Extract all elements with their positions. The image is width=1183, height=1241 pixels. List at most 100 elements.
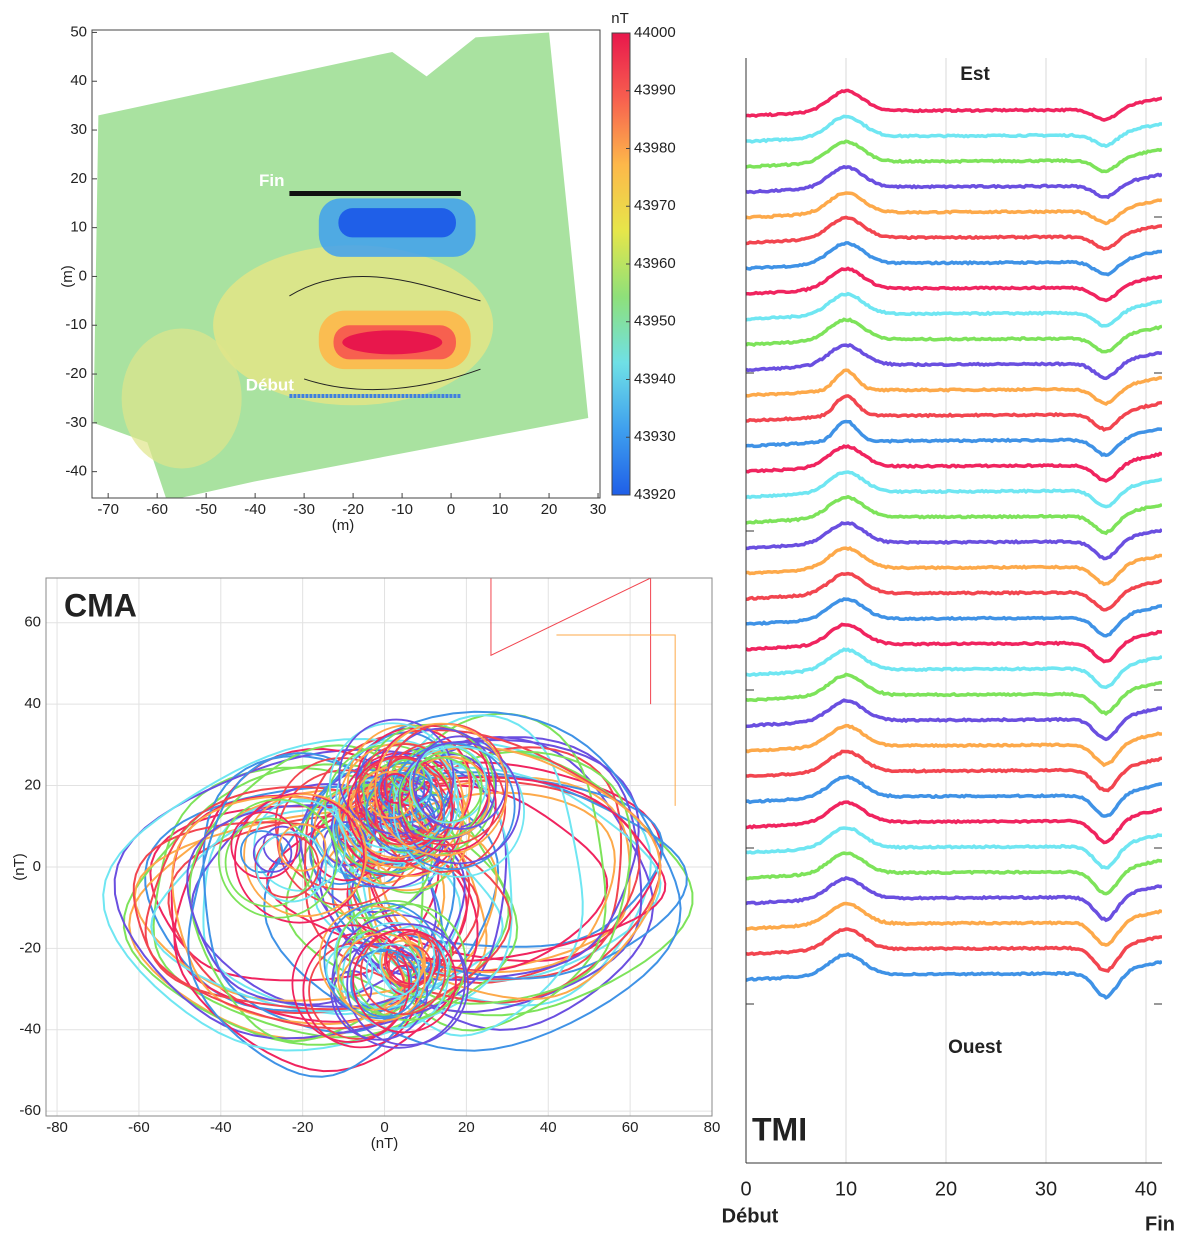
small-loop xyxy=(409,745,488,824)
x-axis-label: (nT) xyxy=(371,1135,399,1152)
profile xyxy=(746,241,1162,277)
y-tick-label: 60 xyxy=(24,614,41,631)
top-label: Est xyxy=(960,64,990,85)
profile xyxy=(746,672,1162,716)
contour xyxy=(289,276,481,391)
profile xyxy=(746,342,1162,381)
x-axis-label: (m) xyxy=(332,517,355,534)
x-tick-label: -20 xyxy=(292,1119,314,1136)
small-loop xyxy=(323,902,441,1020)
small-loop xyxy=(388,742,516,871)
profile xyxy=(746,876,1162,923)
profile xyxy=(746,800,1162,845)
y-tick-label: -40 xyxy=(19,1021,41,1038)
small-loop xyxy=(392,745,525,878)
profile xyxy=(746,470,1162,509)
colorbar-tick-label: 43930 xyxy=(634,428,676,445)
y-tick-label: 20 xyxy=(70,170,87,187)
profile xyxy=(746,901,1162,947)
small-loop xyxy=(217,798,338,919)
loop xyxy=(263,710,682,1052)
small-loop xyxy=(350,948,419,1018)
loop xyxy=(348,714,584,1037)
annotation: Fin xyxy=(259,171,285,190)
small-loop xyxy=(408,755,491,838)
y-tick-label: 30 xyxy=(70,121,87,138)
x-tick-label: 10 xyxy=(492,501,509,518)
profile xyxy=(746,191,1162,226)
loop xyxy=(303,728,662,1004)
x-tick-label: -20 xyxy=(342,501,364,518)
x-tick-label: 20 xyxy=(935,1178,957,1200)
profile xyxy=(746,698,1162,742)
y-tick-label: 0 xyxy=(33,858,41,875)
colorbar-tick-label: 43990 xyxy=(634,82,676,99)
colorbar-tick-label: 44000 xyxy=(634,24,676,41)
x-tick-label: 40 xyxy=(1135,1178,1157,1200)
small-loop xyxy=(398,756,482,840)
x-tick-label: 20 xyxy=(541,501,558,518)
low-core xyxy=(338,208,456,238)
small-loop xyxy=(252,833,293,873)
profile xyxy=(746,394,1162,432)
profile xyxy=(746,851,1162,896)
small-loop xyxy=(291,924,411,1043)
y-tick-label: 20 xyxy=(24,777,41,794)
profile xyxy=(746,723,1162,768)
small-loop xyxy=(325,945,374,994)
x-tick-label: 0 xyxy=(447,501,455,518)
x-tick-label: 60 xyxy=(622,1119,639,1136)
y-tick-label: -20 xyxy=(19,939,41,956)
small-loop xyxy=(346,755,454,863)
annotation: Début xyxy=(246,376,295,395)
small-loop xyxy=(365,943,421,998)
small-loop xyxy=(374,722,508,857)
profile xyxy=(746,952,1162,1000)
profile xyxy=(746,215,1162,252)
colorbar-tick-label: 43920 xyxy=(634,486,676,503)
small-loop xyxy=(331,914,466,1049)
profile xyxy=(746,266,1162,303)
profile xyxy=(746,826,1162,870)
x-tick-label: -70 xyxy=(97,501,119,518)
small-loop xyxy=(348,903,467,1021)
colorbar-tick-label: 43970 xyxy=(634,197,676,214)
profile xyxy=(746,927,1162,973)
colorbar-tick-label: 43980 xyxy=(634,139,676,156)
x-tick-label: 80 xyxy=(704,1119,721,1136)
yellow-zone xyxy=(121,328,242,469)
bottom-label: Ouest xyxy=(948,1037,1003,1058)
small-loop xyxy=(366,770,415,819)
y-tick-label: 50 xyxy=(70,23,87,40)
plot-frame xyxy=(91,29,601,499)
y-tick-label: -40 xyxy=(65,463,87,480)
profile xyxy=(746,444,1162,483)
y-axis-label: (m) xyxy=(59,265,76,288)
start-label: Début xyxy=(722,1205,779,1227)
profiles xyxy=(746,88,1162,1000)
small-loop xyxy=(365,771,446,852)
profile xyxy=(746,749,1162,793)
trace xyxy=(490,578,652,705)
map xyxy=(93,32,589,498)
small-loop xyxy=(254,833,320,899)
small-loop xyxy=(230,811,299,880)
x-tick-label: -60 xyxy=(146,501,168,518)
y-tick-label: 0 xyxy=(79,267,87,284)
loop xyxy=(348,735,655,1031)
x-tick-label: -10 xyxy=(391,501,413,518)
end-label: Fin xyxy=(1145,1213,1175,1235)
x-tick-label: -80 xyxy=(46,1119,68,1136)
high-peak xyxy=(342,330,443,355)
small-loop xyxy=(338,718,455,835)
chart-title: CMA xyxy=(64,587,137,623)
y-tick-label: -60 xyxy=(19,1102,41,1119)
profile xyxy=(746,291,1162,328)
small-loop xyxy=(346,923,469,1047)
profile xyxy=(746,774,1162,818)
loop xyxy=(318,736,643,1013)
loop xyxy=(285,747,694,1017)
colorbar-tick-label: 43950 xyxy=(634,313,676,330)
profile xyxy=(746,521,1162,561)
